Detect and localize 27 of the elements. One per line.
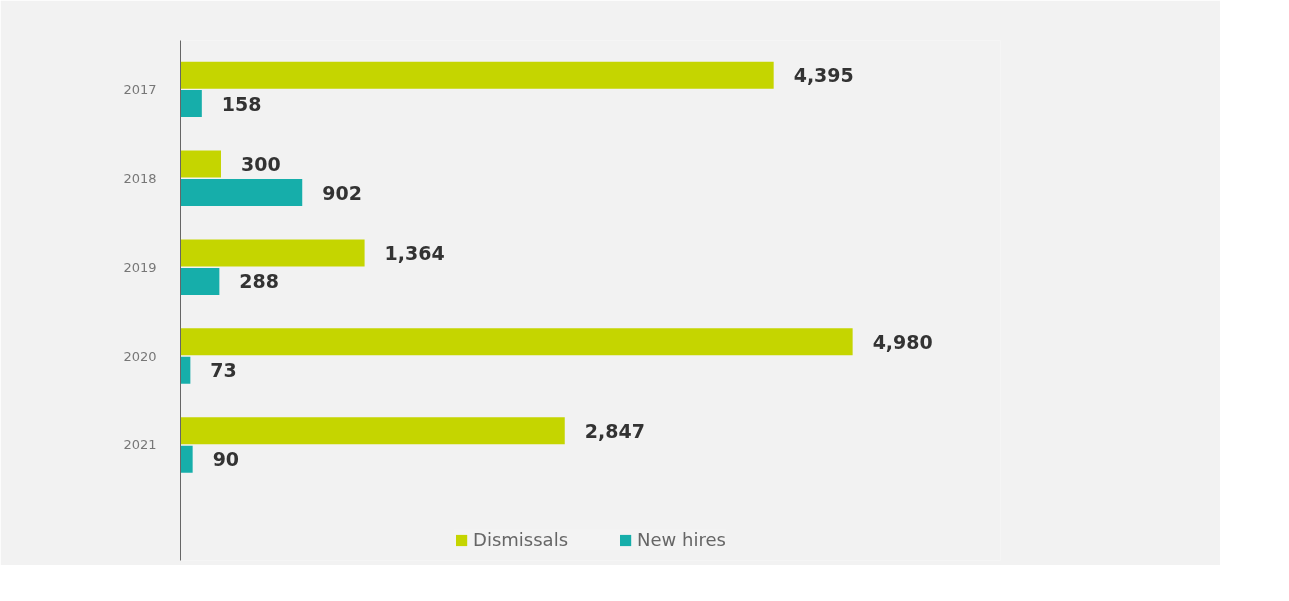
y-tick-label: 2019	[123, 259, 157, 275]
bar	[180, 61, 774, 89]
bar	[180, 445, 193, 473]
legend-label: New hires	[637, 529, 726, 550]
data-label: 2,847	[584, 419, 645, 442]
y-tick-label: 2017	[123, 81, 157, 97]
data-label: 288	[239, 270, 280, 293]
data-label: 90	[212, 448, 240, 471]
data-label: 1,364	[384, 241, 445, 264]
data-label: 73	[210, 359, 237, 382]
y-tick-label: 2018	[123, 170, 157, 186]
data-label: 4,395	[793, 64, 854, 87]
legend-label: Dismissals	[473, 529, 569, 550]
data-label: 902	[322, 181, 362, 204]
bar	[180, 178, 303, 207]
y-tick-label: 2020	[123, 348, 157, 364]
bar	[180, 239, 365, 267]
bar	[180, 417, 565, 445]
bar	[180, 267, 220, 295]
data-label: 300	[240, 153, 281, 176]
bar	[180, 90, 202, 118]
bar	[180, 328, 853, 356]
bar	[180, 356, 191, 384]
y-tick-label: 2021	[123, 437, 157, 453]
bar	[180, 150, 221, 178]
data-label: 4,980	[872, 330, 933, 353]
data-label: 158	[221, 92, 262, 115]
